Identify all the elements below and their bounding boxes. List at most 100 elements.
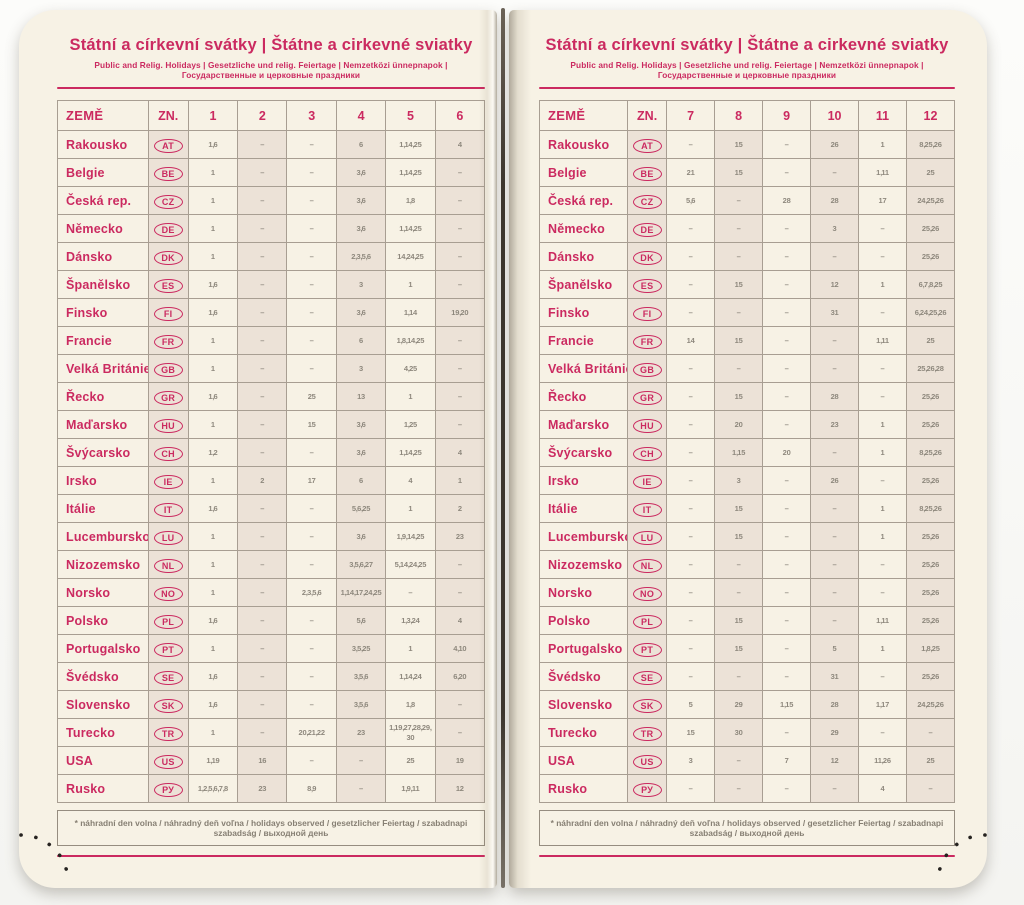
country-code-badge: DK	[153, 250, 183, 265]
holiday-days: 4	[434, 438, 486, 467]
holiday-days: 31	[810, 298, 860, 327]
holiday-days: 3, 5, 6	[335, 690, 387, 719]
country-code-cell: HU	[627, 410, 668, 439]
country-code-badge: NL	[153, 558, 183, 573]
holiday-days: –	[762, 494, 812, 523]
country-code-cell: ES	[147, 270, 189, 299]
holiday-days: –	[237, 410, 288, 439]
country-code-cell: SE	[147, 662, 189, 691]
country-code-cell: GR	[147, 382, 189, 411]
holiday-days: 1, 6	[187, 494, 239, 523]
country-row: Rusko РУ – – – –4–	[538, 774, 955, 803]
holiday-days: 1, 11	[858, 606, 907, 635]
country-code-badge: FI	[632, 306, 662, 321]
holiday-days: 15	[714, 270, 764, 299]
holiday-days: –	[762, 662, 812, 691]
holiday-days: –	[858, 466, 907, 495]
holiday-days: 1, 2, 5, 6, 7, 8	[187, 774, 239, 803]
country-code-badge: SK	[153, 698, 183, 713]
holiday-days: –	[858, 382, 907, 411]
holiday-days: 1, 2	[187, 438, 239, 467]
holiday-days: 15	[286, 410, 337, 439]
country-row: Nizozemsko NL – – – – –25, 26	[538, 550, 955, 579]
header-month-10: 10	[810, 100, 860, 131]
holiday-days: 25	[385, 746, 436, 775]
holiday-days: –	[858, 214, 907, 243]
country-row: Belgie BE 1– –3, 6 1, 14, 25–	[57, 158, 486, 187]
country-code-badge: PT	[153, 642, 183, 657]
holiday-days: 1	[187, 186, 239, 215]
country-code-cell: AT	[627, 130, 668, 159]
holiday-days: 3, 6	[335, 158, 387, 187]
holiday-days: 2	[434, 494, 486, 523]
country-code-badge: TR	[153, 726, 183, 741]
holiday-days: 29	[714, 690, 764, 719]
holiday-days: 28	[810, 382, 860, 411]
holiday-days: 20, 21, 22	[286, 718, 337, 747]
holiday-days: –	[286, 746, 337, 775]
country-name: Švédsko	[538, 662, 629, 691]
country-row: Švýcarsko CH 1, 2– –3, 6 1, 14, 25 4	[57, 438, 486, 467]
country-name: Irsko	[57, 466, 149, 495]
country-name: Turecko	[538, 718, 629, 747]
holiday-days: –	[666, 130, 716, 159]
holiday-days: –	[858, 578, 907, 607]
country-name: Rusko	[57, 774, 149, 803]
country-code-badge: DE	[632, 222, 662, 237]
country-code-cell: GB	[147, 354, 189, 383]
country-code-badge: BE	[632, 166, 662, 181]
holiday-days: 1	[187, 242, 239, 271]
country-row: Francie FR 14 15– –1, 11 25	[538, 326, 955, 355]
holiday-days: –	[762, 466, 812, 495]
country-code-badge: LU	[153, 530, 183, 545]
holiday-days: –	[286, 326, 337, 355]
holiday-days: 3, 6	[335, 186, 387, 215]
holiday-days: 28	[762, 186, 812, 215]
country-code-cell: PT	[147, 634, 189, 663]
footnote: * náhradní den volna / náhradný deň voľn…	[539, 810, 955, 847]
holiday-days: –	[286, 634, 337, 663]
country-code-cell: IT	[627, 494, 668, 523]
country-row: Irsko IE –3–26–25, 26	[538, 466, 955, 495]
holiday-days: 20	[762, 438, 812, 467]
country-code-badge: HU	[632, 418, 662, 433]
header-month-1: 1	[187, 100, 239, 131]
header-month-3: 3	[286, 100, 337, 131]
country-name: Francie	[538, 326, 629, 355]
country-code-badge: GR	[632, 390, 662, 405]
holiday-days: –	[286, 550, 337, 579]
country-name: Řecko	[57, 382, 149, 411]
holiday-days: 1	[187, 158, 239, 187]
holiday-days: 3, 5, 6	[335, 662, 387, 691]
country-code-cell: IE	[627, 466, 668, 495]
holiday-days: 25	[286, 382, 337, 411]
holiday-days: 1	[187, 718, 239, 747]
holiday-days: –	[762, 130, 812, 159]
page-title: Státní a církevní svátky | Štátne a cirk…	[69, 36, 473, 54]
holiday-days: 1, 17	[858, 690, 907, 719]
country-code-badge: PL	[153, 614, 183, 629]
holiday-days: 2, 3, 5, 6	[335, 242, 387, 271]
holiday-days: 1	[858, 270, 907, 299]
country-code-cell: FR	[627, 326, 668, 355]
holiday-days: 1	[187, 466, 239, 495]
table-header-row: ZEMĚ ZN. 1 2 3 4 5 6	[57, 100, 486, 131]
page-subtitle: Public and Relig. Holidays | Gesetzliche…	[94, 60, 448, 80]
header-month-6: 6	[434, 100, 486, 131]
holiday-days: –	[810, 326, 860, 355]
country-code-cell: GB	[627, 354, 668, 383]
holiday-days: 1	[385, 382, 436, 411]
country-code-cell: РУ	[147, 774, 189, 803]
holiday-days: 29	[810, 718, 860, 747]
holiday-days: –	[762, 214, 812, 243]
holiday-days: 1, 6	[187, 130, 239, 159]
country-name: Belgie	[538, 158, 629, 187]
holiday-days: –	[714, 242, 764, 271]
country-row: Turecko TR 1–20, 21, 22 23 1, 19, 27, 28, 29…	[57, 718, 486, 747]
country-row: Francie FR 1– –6 1, 8, 14, 25–	[57, 326, 486, 355]
country-code-cell: BE	[147, 158, 189, 187]
holiday-days: –	[762, 270, 812, 299]
holiday-days: –	[237, 578, 288, 607]
holiday-days: –	[286, 242, 337, 271]
holiday-days: –	[286, 214, 337, 243]
